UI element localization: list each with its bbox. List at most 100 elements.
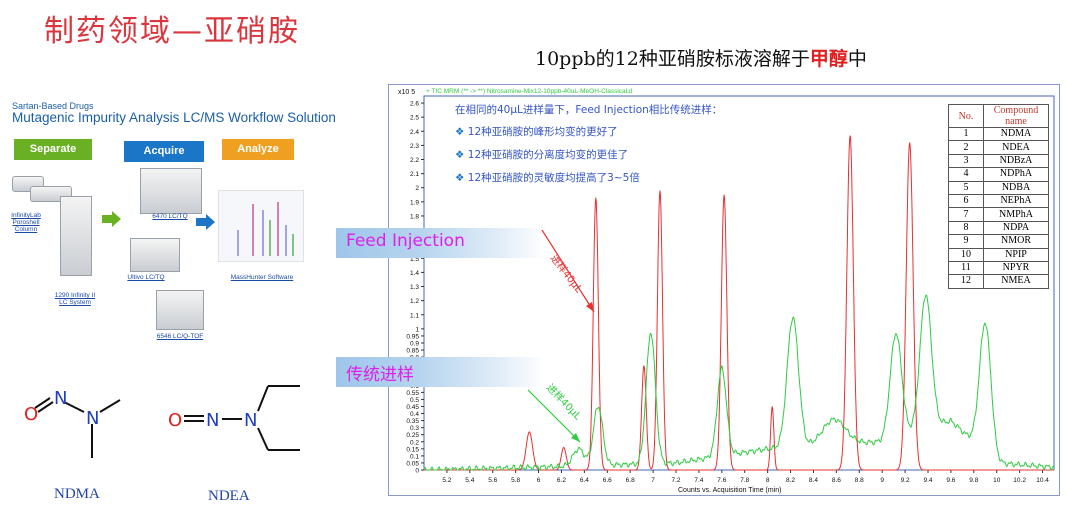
x-tick-label: 8.2 <box>786 477 795 484</box>
software-spectrum-image <box>218 190 304 262</box>
x-tick-label: 9.6 <box>946 477 955 484</box>
chart-title-highlight: 甲醇 <box>809 48 848 70</box>
chart-title-pre: 10ppb的12种亚硝胺标液溶解于 <box>535 48 810 70</box>
y-tick-label: 2.5 <box>410 115 419 122</box>
table-cell-no: 6 <box>948 193 984 209</box>
red-curve-label: 进样40μL <box>548 252 586 296</box>
lc-system-caption: 1290 Infinity II LC System <box>54 292 96 306</box>
table-cell-name: NPIP <box>983 247 1049 262</box>
ultivo-caption: Ultivo LC/TQ <box>127 274 165 281</box>
y-tick-label: 1.5 <box>410 256 419 263</box>
y-exponent-label: x10 5 <box>398 89 415 96</box>
table-cell-name: NDMA <box>983 126 1049 142</box>
separate-step: Separate <box>14 139 92 160</box>
table-cell-no: 12 <box>948 274 984 289</box>
y-tick-label: 0.45 <box>406 404 419 411</box>
chart-title-post: 中 <box>847 48 867 70</box>
y-tick-label: 1.4 <box>410 270 419 277</box>
table-row: 10 NPIP <box>948 247 1049 262</box>
column-caption: InfinityLab Poroshell Column <box>11 212 41 233</box>
arrow-1-icon <box>102 215 114 223</box>
x-tick-label: 10.4 <box>1036 477 1049 484</box>
table-row: 6 NEPhA <box>948 193 1049 209</box>
ultivo-image <box>130 238 180 272</box>
table-cell-name: NDPhA <box>983 167 1049 182</box>
bullet-icon: ❖ <box>455 172 468 184</box>
table-row: 5 NDBA <box>948 180 1049 195</box>
y-tick-label: 0.9 <box>410 340 419 347</box>
x-tick-label: 7.8 <box>740 477 749 484</box>
table-cell-no: 3 <box>948 153 984 169</box>
x-tick-label: 10 <box>993 477 1001 484</box>
table-cell-name: NMPhA <box>983 207 1049 222</box>
table-cell-no: 7 <box>948 207 984 222</box>
x-tick-label: 6.8 <box>626 477 635 484</box>
table-row: 2 NDEA <box>948 140 1049 155</box>
table-cell-no: 2 <box>948 140 984 155</box>
table-cell-name: NDBA <box>983 180 1049 195</box>
y-tick-label: 1.3 <box>410 284 419 291</box>
x-tick-label: 8.4 <box>809 477 818 484</box>
x-tick-label: 7.4 <box>694 477 703 484</box>
y-tick-label: 0.15 <box>406 446 419 453</box>
y-tick-label: 2 <box>415 185 419 192</box>
compound-table: No. Compound name 1 NDMA 2 NDEA 3 NDBzA 4 NDPhA… <box>948 104 1049 289</box>
x-tick-label: 5.4 <box>465 477 474 484</box>
x-tick-label: 8.6 <box>832 477 841 484</box>
traditional-injection-label: 传统进样 <box>336 357 546 387</box>
y-tick-label: 1.1 <box>410 312 419 319</box>
y-tick-label: 0.4 <box>410 411 419 418</box>
table-cell-no: 5 <box>948 180 984 195</box>
table-cell-no: 8 <box>948 220 984 236</box>
curve-annotations: 进样40μL 进样40μL <box>527 230 595 443</box>
svg-text:O: O <box>168 410 182 431</box>
lc-system-image <box>60 196 92 276</box>
y-tick-label: 0.35 <box>406 418 419 425</box>
y-tick-label: 0.95 <box>406 333 419 340</box>
y-tick-label: 0.3 <box>410 425 419 432</box>
note-item-2: ❖ 12种亚硝胺的分离度均变的更佳了 <box>455 149 629 161</box>
table-cell-no: 9 <box>948 234 984 249</box>
x-tick-label: 10.2 <box>1013 477 1026 484</box>
x-tick-label: 5.2 <box>442 477 451 484</box>
workflow-subtitle: Sartan-Based Drugs <box>12 101 94 111</box>
table-row: 8 NDPA <box>948 220 1049 236</box>
table-cell-no: 1 <box>948 126 984 142</box>
svg-text:N: N <box>54 388 67 409</box>
x-tick-label: 6 <box>537 477 541 484</box>
x-tick-label: 5.6 <box>488 477 497 484</box>
y-tick-label: 0.1 <box>410 453 419 460</box>
note-item-3: ❖ 12种亚硝胺的灵敏度均提高了3~5倍 <box>455 172 640 184</box>
bullet-icon: ❖ <box>455 149 468 161</box>
x-tick-label: 9.4 <box>923 477 932 484</box>
qtof-image <box>156 290 204 330</box>
y-tick-label: 1.8 <box>410 213 419 220</box>
table-cell-name: NDBzA <box>983 153 1049 169</box>
table-row: 12 NMEA <box>948 274 1049 289</box>
x-axis-label: Counts vs. Acquisition Time (min) <box>678 487 781 494</box>
y-tick-label: 2.6 <box>410 101 419 108</box>
table-header-no: No. <box>948 104 984 128</box>
traditional-series-line <box>423 294 1055 471</box>
x-tick-label: 7.2 <box>671 477 680 484</box>
note-item-1: ❖ 12种亚硝胺的峰形均变的更好了 <box>455 126 618 138</box>
y-tick-label: 2.4 <box>410 129 419 136</box>
table-cell-name: NDEA <box>983 140 1049 155</box>
table-cell-name: NMEA <box>983 274 1049 289</box>
table-cell-no: 10 <box>948 247 984 262</box>
arrow-1-head-icon <box>112 211 121 227</box>
y-tick-label: 2.2 <box>410 157 419 164</box>
x-tick-label: 8.8 <box>855 477 864 484</box>
y-tick-label: 0.5 <box>410 397 419 404</box>
ndea-structure-icon: O N N <box>168 385 300 451</box>
ndma-label: NDMA <box>54 486 100 502</box>
q6470-image <box>140 168 202 214</box>
bullet-icon: ❖ <box>455 126 468 138</box>
ndma-structure-icon: O N N <box>24 388 121 458</box>
arrow-2-icon <box>196 218 208 226</box>
x-tick-label: 6.2 <box>557 477 566 484</box>
y-tick-label: 0.2 <box>410 439 419 446</box>
x-tick-label: 9.2 <box>901 477 910 484</box>
feed-injection-series-line <box>424 135 1054 471</box>
ndea-label: NDEA <box>208 488 250 504</box>
